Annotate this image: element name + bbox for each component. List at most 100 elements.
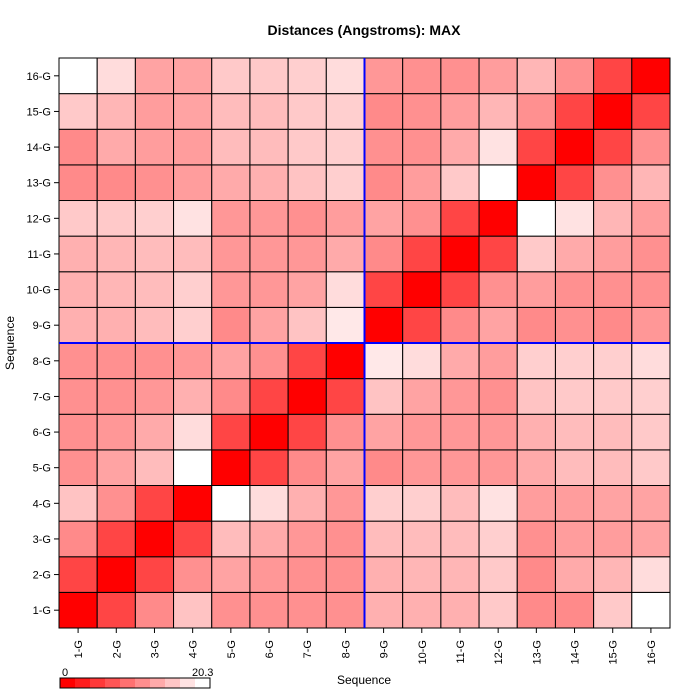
heatmap-cell-1-G-13-G xyxy=(516,591,556,629)
x-axis-ticks: 1-G 2-G 3-G 4-G 5-G 6-G 7-G 8-G 9-G 10-G 11-G 12-G 1… xyxy=(73,628,658,664)
heatmap-cell-5-G-8-G xyxy=(325,449,365,487)
heatmap-cell-7-G-9-G xyxy=(364,378,404,415)
heatmap-cell-13-G-15-G xyxy=(593,164,633,202)
heatmap-cell-15-G-3-G xyxy=(134,93,175,130)
heatmap-cell-9-G-13-G xyxy=(516,306,556,344)
heatmap-cell-13-G-10-G xyxy=(402,164,442,202)
heatmap-cell-8-G-4-G xyxy=(173,342,213,380)
legend-swatch xyxy=(165,678,180,688)
heatmap-cell-5-G-11-G xyxy=(440,449,480,487)
heatmap-cell-2-G-16-G xyxy=(631,556,671,593)
heatmap-cell-13-G-11-G xyxy=(440,164,480,202)
legend-swatch xyxy=(195,678,210,688)
heatmap-cell-4-G-13-G xyxy=(516,485,556,522)
heatmap-cell-13-G-13-G xyxy=(516,164,556,202)
heatmap-cell-12-G-10-G xyxy=(402,200,442,237)
y-axis-label: Sequence xyxy=(3,316,17,370)
heatmap-cell-10-G-13-G xyxy=(516,271,556,308)
legend-swatch xyxy=(60,678,75,688)
heatmap-cell-11-G-16-G xyxy=(631,235,671,273)
heatmap-cell-8-G-15-G xyxy=(593,342,633,380)
heatmap-cell-4-G-1-G xyxy=(58,485,98,522)
heatmap-cell-5-G-13-G xyxy=(516,449,556,487)
x-tick-label: 16-G xyxy=(646,640,658,664)
heatmap-cell-15-G-15-G xyxy=(593,93,633,130)
heatmap-cell-9-G-15-G xyxy=(593,306,633,344)
heatmap-cell-4-G-11-G xyxy=(440,485,480,522)
heatmap-cell-7-G-2-G xyxy=(96,378,136,415)
x-tick-label: 14-G xyxy=(570,640,582,664)
heatmap-cell-16-G-3-G xyxy=(134,57,175,95)
heatmap-cell-6-G-9-G xyxy=(364,413,404,451)
heatmap-cell-13-G-2-G xyxy=(96,164,136,202)
heatmap-cell-9-G-6-G xyxy=(249,306,289,344)
y-tick-label: 3-G xyxy=(33,534,51,546)
heatmap-cell-5-G-16-G xyxy=(631,449,671,487)
heatmap-cell-13-G-1-G xyxy=(58,164,98,202)
heatmap-cell-2-G-13-G xyxy=(516,556,556,593)
heatmap-cell-13-G-3-G xyxy=(134,164,175,202)
heatmap-cell-4-G-9-G xyxy=(364,485,404,522)
heatmap-cell-16-G-15-G xyxy=(593,57,633,95)
heatmap-cell-8-G-2-G xyxy=(96,342,136,380)
heatmap-cell-5-G-9-G xyxy=(364,449,404,487)
heatmap-cell-6-G-15-G xyxy=(593,413,633,451)
heatmap-cell-3-G-13-G xyxy=(516,520,556,558)
heatmap-cell-1-G-1-G xyxy=(58,591,98,629)
heatmap-cell-8-G-10-G xyxy=(402,342,442,380)
heatmap-cell-15-G-11-G xyxy=(440,93,480,130)
heatmap-cell-12-G-15-G xyxy=(593,200,633,237)
heatmap-cells xyxy=(58,57,671,629)
heatmap-cell-2-G-3-G xyxy=(134,556,175,593)
heatmap-cell-6-G-5-G xyxy=(211,413,251,451)
heatmap-cell-1-G-7-G xyxy=(287,591,327,629)
heatmap-cell-16-G-11-G xyxy=(440,57,480,95)
heatmap-cell-14-G-12-G xyxy=(478,128,518,166)
x-tick-label: 8-G xyxy=(340,640,352,658)
heatmap-cell-11-G-4-G xyxy=(173,235,213,273)
heatmap-cell-4-G-3-G xyxy=(134,485,175,522)
heatmap-cell-5-G-1-G xyxy=(58,449,98,487)
heatmap-cell-10-G-10-G xyxy=(402,271,442,308)
heatmap-cell-2-G-5-G xyxy=(211,556,251,593)
heatmap-cell-3-G-2-G xyxy=(96,520,136,558)
heatmap-cell-16-G-6-G xyxy=(249,57,289,95)
heatmap-cell-10-G-5-G xyxy=(211,271,251,308)
y-tick-label: 8-G xyxy=(33,356,51,368)
heatmap-cell-12-G-1-G xyxy=(58,200,98,237)
heatmap-cell-6-G-13-G xyxy=(516,413,556,451)
heatmap-cell-15-G-2-G xyxy=(96,93,136,130)
heatmap-cell-1-G-3-G xyxy=(134,591,175,629)
heatmap-cell-6-G-16-G xyxy=(631,413,671,451)
x-tick-label: 5-G xyxy=(226,640,238,658)
heatmap-cell-6-G-10-G xyxy=(402,413,442,451)
x-tick-label: 6-G xyxy=(264,640,276,658)
heatmap-cell-7-G-4-G xyxy=(173,378,213,415)
heatmap-cell-11-G-2-G xyxy=(96,235,136,273)
legend-swatch xyxy=(150,678,165,688)
legend-frame xyxy=(59,677,211,689)
heatmap-cell-3-G-6-G xyxy=(249,520,289,558)
heatmap-cell-2-G-2-G xyxy=(96,556,136,593)
heatmap-cell-4-G-16-G xyxy=(631,485,671,522)
heatmap-cell-13-G-4-G xyxy=(173,164,213,202)
heatmap-cell-4-G-7-G xyxy=(287,485,327,522)
heatmap-cell-15-G-4-G xyxy=(173,93,213,130)
heatmap-cell-3-G-15-G xyxy=(593,520,633,558)
heatmap-cell-5-G-7-G xyxy=(287,449,327,487)
heatmap-cell-13-G-5-G xyxy=(211,164,251,202)
legend-swatch xyxy=(180,678,195,688)
heatmap-cell-12-G-7-G xyxy=(287,200,327,237)
heatmap-cell-7-G-13-G xyxy=(516,378,556,415)
heatmap-cell-11-G-15-G xyxy=(593,235,633,273)
heatmap-cell-5-G-6-G xyxy=(249,449,289,487)
heatmap-cell-6-G-11-G xyxy=(440,413,480,451)
heatmap-cell-14-G-7-G xyxy=(287,128,327,166)
heatmap-cell-14-G-4-G xyxy=(173,128,213,166)
legend-min-label: 0 xyxy=(62,667,68,679)
heatmap-cell-9-G-16-G xyxy=(631,306,671,344)
heatmap-cell-14-G-15-G xyxy=(593,128,633,166)
heatmap-cell-4-G-2-G xyxy=(96,485,136,522)
heatmap-cell-14-G-3-G xyxy=(134,128,175,166)
heatmap-cell-1-G-12-G xyxy=(478,591,518,629)
